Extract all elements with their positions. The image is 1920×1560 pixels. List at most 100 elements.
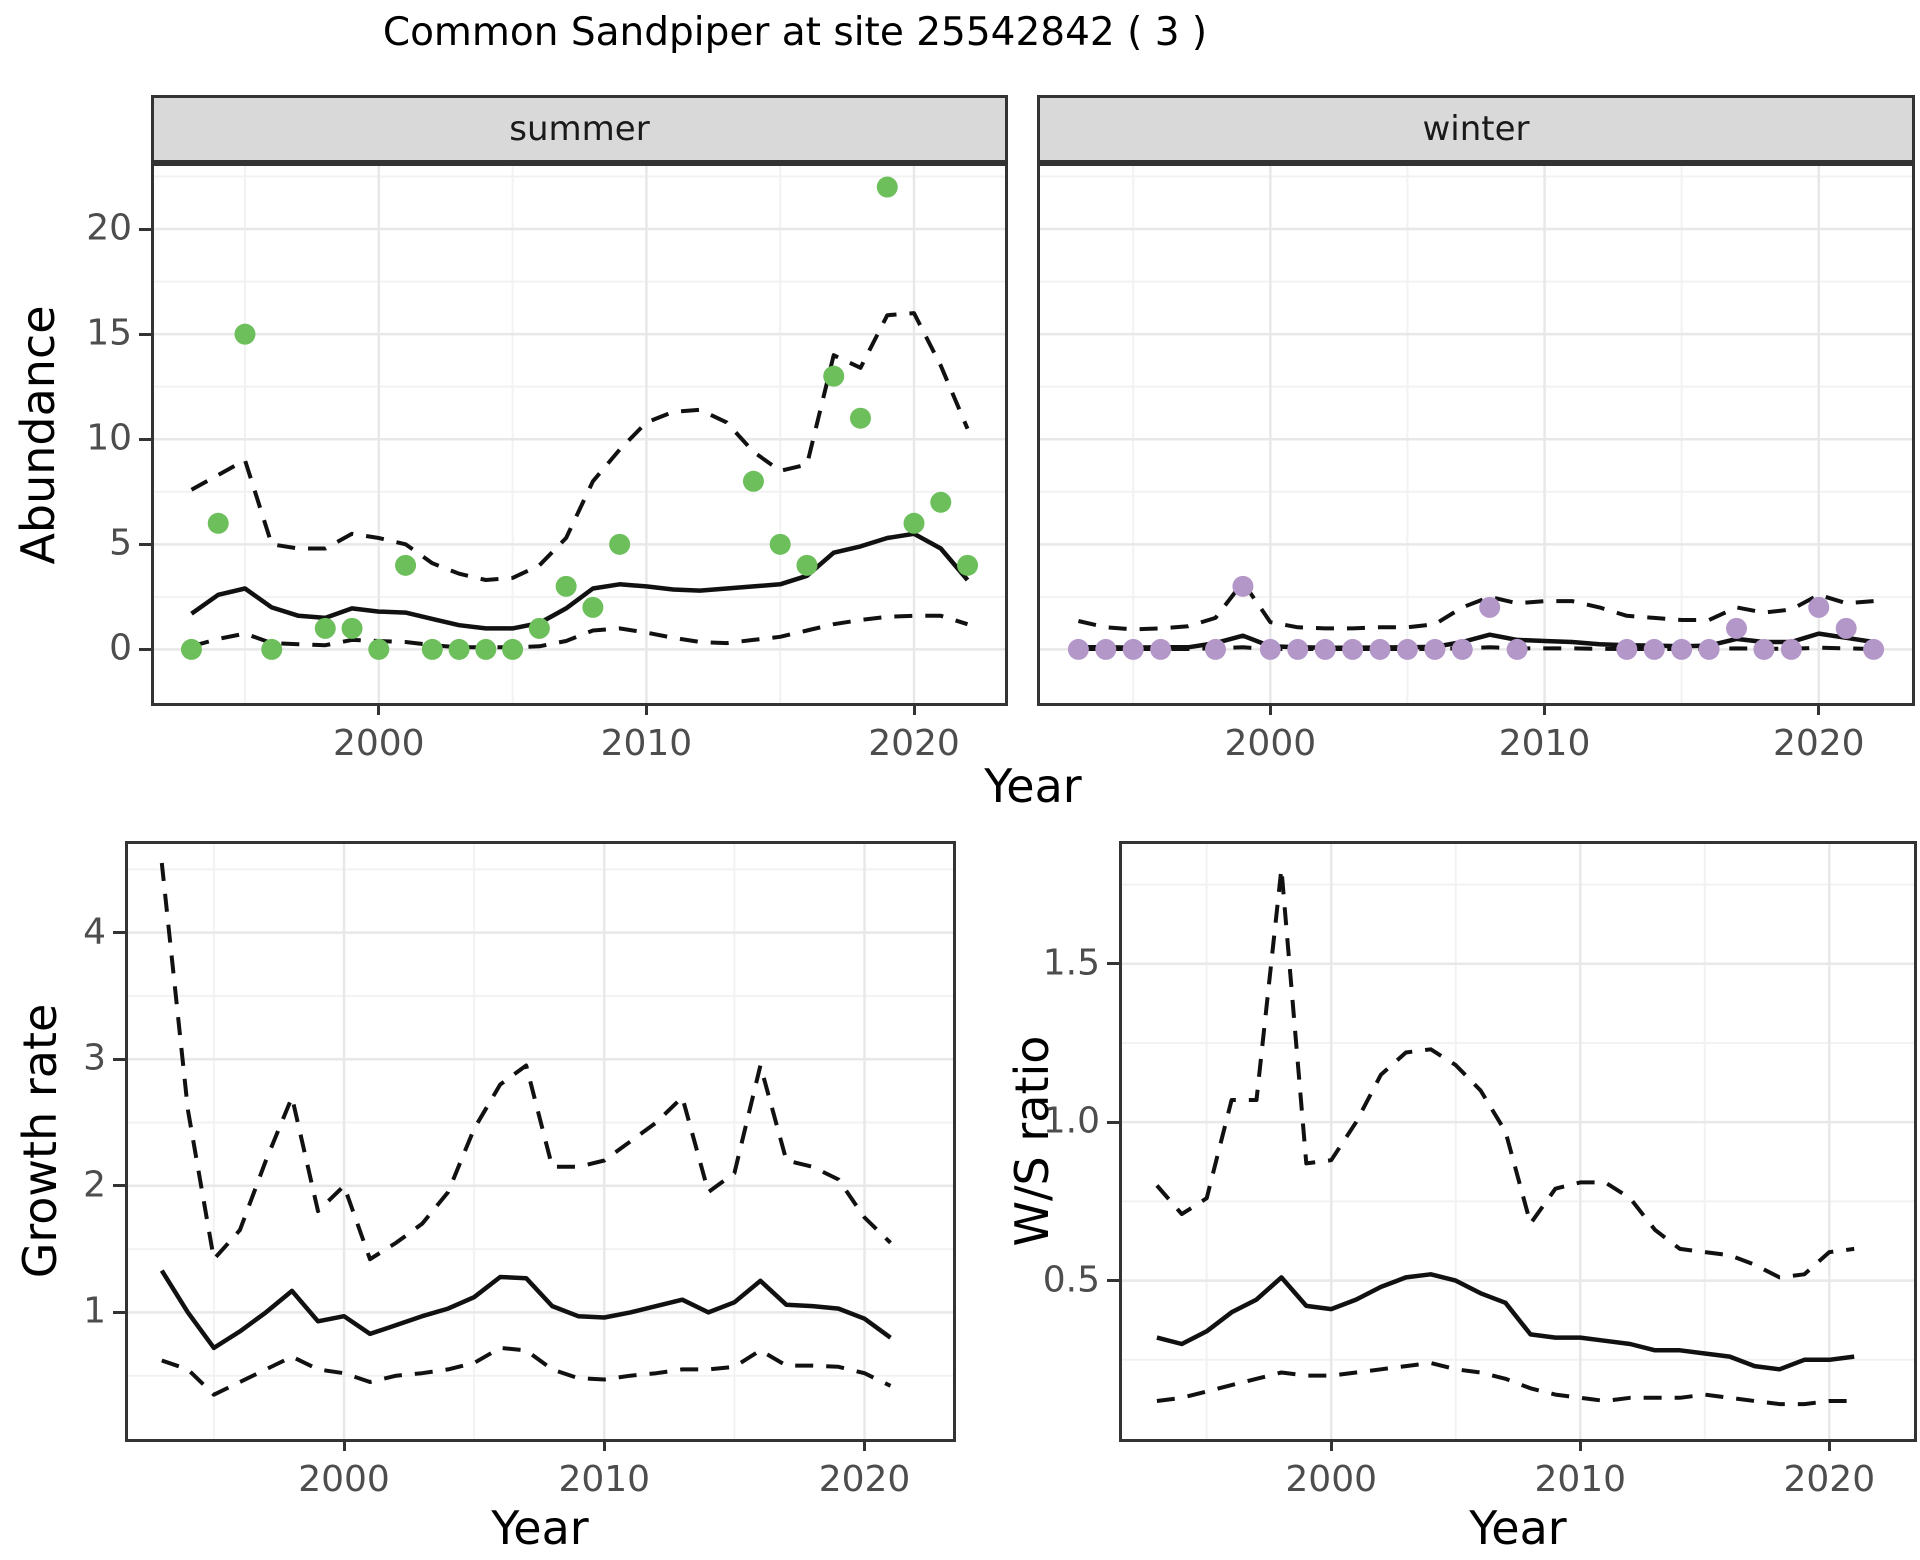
- data-point: [769, 533, 791, 555]
- data-point: [1259, 638, 1281, 660]
- y-tick-mark: [113, 1184, 125, 1188]
- y-tick-mark: [1107, 962, 1119, 966]
- page-title: Common Sandpiper at site 25542842 ( 3 ): [382, 10, 1208, 55]
- y-tick-mark: [139, 437, 151, 441]
- data-point: [1506, 638, 1528, 660]
- x-tick-label: 2020: [1783, 1459, 1876, 1500]
- y-axis-title-growth-rate: Growth rate: [13, 1003, 67, 1279]
- x-tick-mark: [377, 703, 381, 715]
- x-tick-mark: [1827, 1439, 1831, 1451]
- ws-ratio-panel: 2000 2010 2020 0.5 1.0 1.5: [1043, 841, 1917, 1500]
- x-tick-mark: [644, 703, 648, 715]
- data-point: [1287, 638, 1309, 660]
- y-tick-mark: [113, 1057, 125, 1061]
- data-point: [1835, 617, 1857, 639]
- data-point: [448, 638, 470, 660]
- data-point: [1671, 638, 1693, 660]
- data-point: [609, 533, 631, 555]
- x-tick-mark: [342, 1439, 346, 1451]
- data-point: [1342, 638, 1364, 660]
- x-axis-title-year-ws: Year: [1469, 1501, 1567, 1555]
- summer-abundance-panel: 2000 2010 2020 0 5 10 15 20: [86, 163, 1008, 764]
- y-tick-label: 1.0: [1042, 1100, 1100, 1142]
- y-tick-mark: [1107, 1120, 1119, 1124]
- growth_rate-plot: [128, 844, 953, 1439]
- y-tick-mark: [1107, 1279, 1119, 1283]
- data-point: [1150, 638, 1172, 660]
- y-tick-mark: [113, 931, 125, 935]
- data-point: [1314, 638, 1336, 660]
- data-point: [1780, 638, 1802, 660]
- data-point: [1067, 638, 1089, 660]
- median-line: [190, 531, 970, 631]
- ci-lower-line: [190, 613, 969, 650]
- data-point: [823, 365, 845, 387]
- data-point: [1479, 596, 1501, 618]
- growth-rate-panel: 2000 2010 2020 1 2 3 4: [83, 841, 956, 1500]
- x-tick-label: 2010: [600, 723, 693, 764]
- x-tick-label: 2000: [1224, 723, 1317, 764]
- data-point: [234, 323, 256, 345]
- abundance_summer-plot: [154, 166, 1005, 703]
- x-tick-label: 2020: [1772, 723, 1865, 764]
- data-point: [395, 554, 417, 576]
- x-tick-label: 2020: [868, 723, 960, 764]
- data-point: [1863, 638, 1885, 660]
- median-line: [1156, 1272, 1855, 1372]
- data-point: [314, 617, 336, 639]
- x-tick-mark: [1578, 1439, 1582, 1451]
- data-point: [1369, 638, 1391, 660]
- data-point: [1095, 638, 1117, 660]
- data-point: [555, 575, 577, 597]
- data-point: [207, 512, 229, 534]
- ci-upper-line: [159, 862, 892, 1262]
- y-tick-label: 1.5: [1042, 942, 1100, 984]
- data-point: [1808, 596, 1830, 618]
- y-tick-mark: [139, 647, 151, 651]
- data-point: [368, 638, 390, 660]
- ci-lower-line: [1156, 1361, 1855, 1407]
- data-point: [1232, 575, 1254, 597]
- ws_ratio-plot: [1122, 844, 1914, 1439]
- y-axis-title-ws-ratio: W/S ratio: [1005, 1035, 1059, 1247]
- data-point: [261, 638, 283, 660]
- y-tick-label: 10: [86, 417, 132, 459]
- data-point: [582, 596, 604, 618]
- x-axis-title-year-top: Year: [984, 759, 1082, 813]
- y-tick-label: 20: [86, 207, 132, 249]
- data-point: [1396, 638, 1418, 660]
- y-tick-mark: [139, 227, 151, 231]
- data-point: [1698, 638, 1720, 660]
- x-tick-mark: [602, 1439, 606, 1451]
- x-tick-label: 2000: [1285, 1459, 1378, 1500]
- facet-strip-label: winter: [1422, 109, 1530, 149]
- data-point: [1726, 617, 1748, 639]
- data-point: [1204, 638, 1226, 660]
- y-tick-mark: [113, 1310, 125, 1314]
- data-point: [180, 638, 202, 660]
- y-axis-title-abundance: Abundance: [11, 305, 65, 565]
- data-point: [1643, 638, 1665, 660]
- x-tick-label: 2020: [818, 1459, 911, 1500]
- ci-upper-line: [1077, 580, 1874, 632]
- data-point: [1616, 638, 1638, 660]
- data-point: [957, 554, 979, 576]
- y-tick-label: 3: [83, 1037, 106, 1079]
- x-tick-mark: [1817, 703, 1821, 715]
- x-axis-title-year-growth: Year: [491, 1501, 589, 1555]
- y-tick-mark: [139, 542, 151, 546]
- ci-upper-line: [190, 311, 970, 582]
- data-point: [341, 617, 363, 639]
- data-point: [528, 617, 550, 639]
- data-point: [1122, 638, 1144, 660]
- data-point: [742, 470, 764, 492]
- data-point: [1451, 638, 1473, 660]
- x-tick-mark: [912, 703, 916, 715]
- facet-strip-winter: winter: [1037, 95, 1915, 163]
- data-point: [876, 176, 898, 198]
- x-tick-label: 2010: [1498, 723, 1591, 764]
- y-tick-label: 1: [83, 1291, 106, 1333]
- data-point: [930, 491, 952, 513]
- data-point: [1753, 638, 1775, 660]
